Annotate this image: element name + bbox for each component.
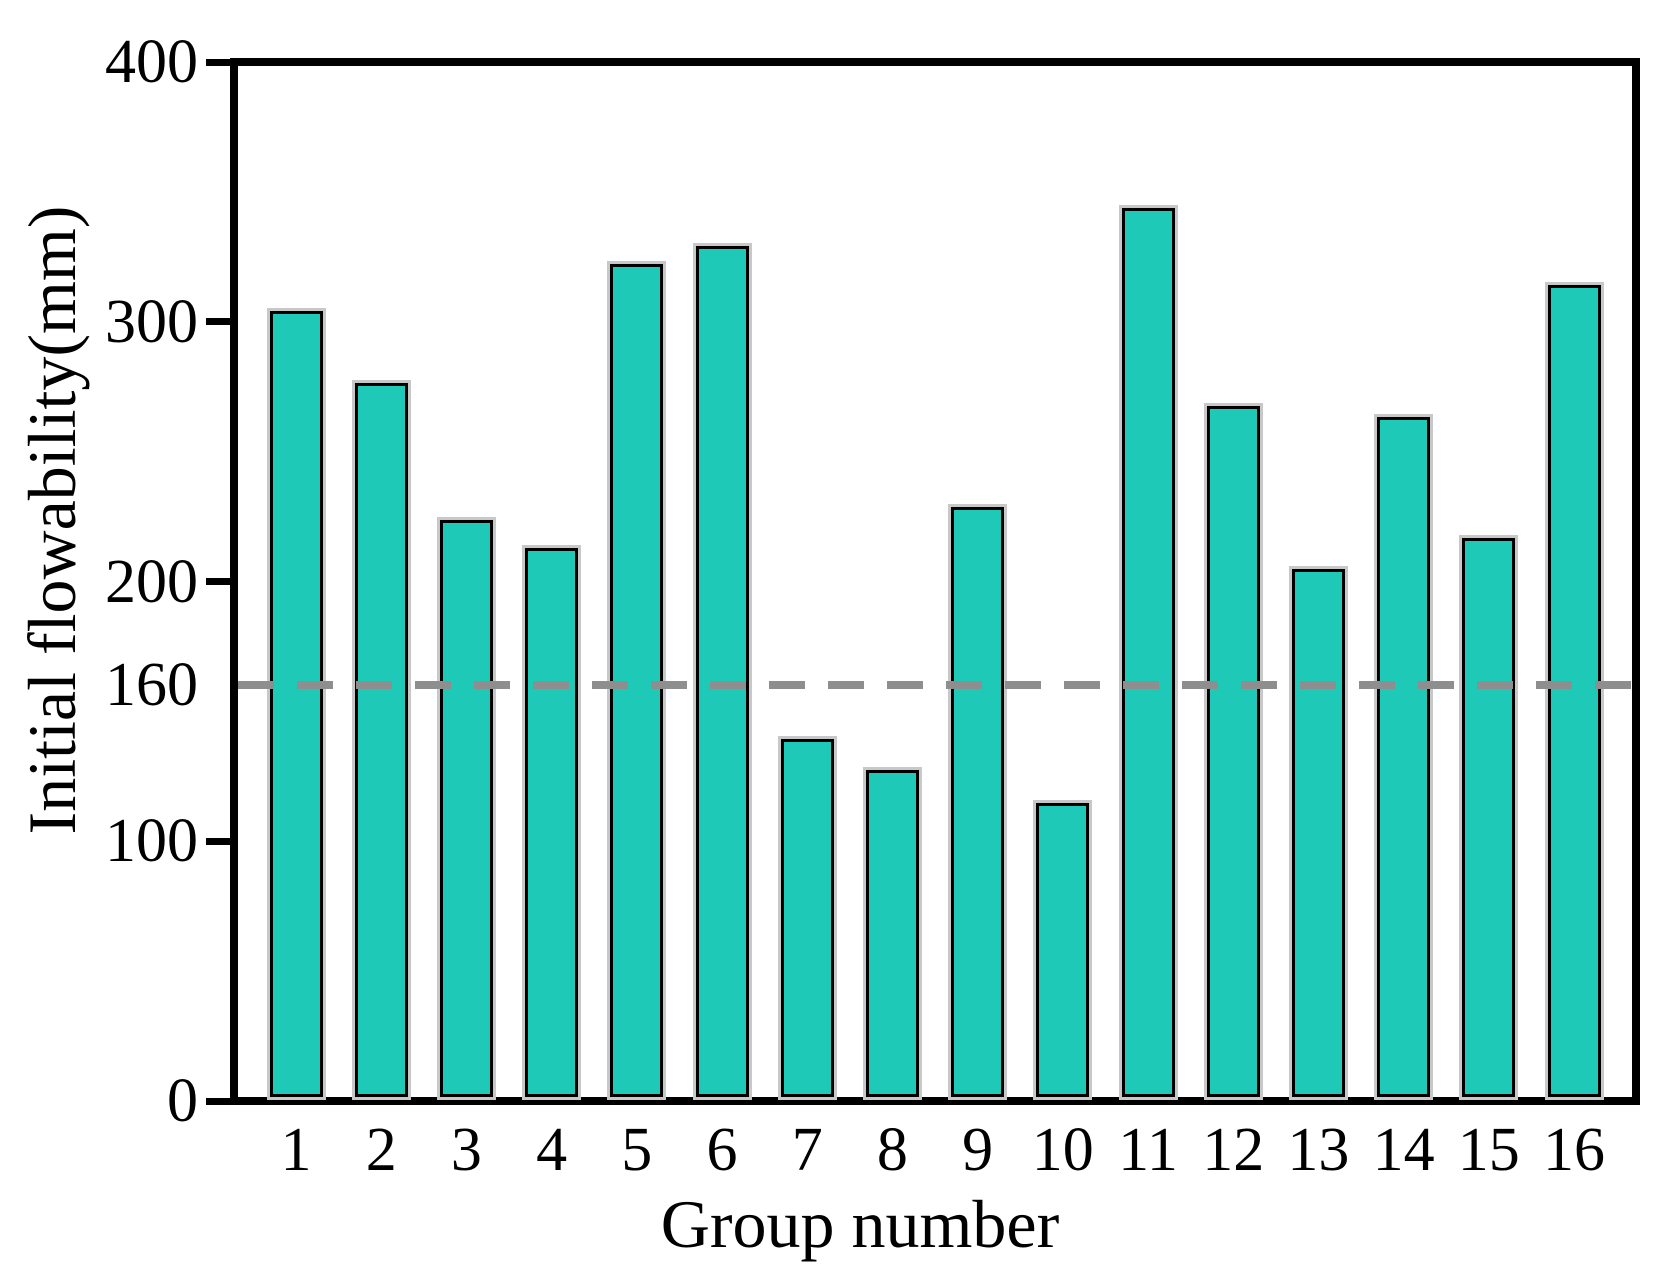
bar-group-3 xyxy=(436,517,496,1100)
bar-group-8 xyxy=(862,767,922,1100)
x-tick-label-13: 13 xyxy=(1287,1116,1350,1184)
bar-group-12 xyxy=(1203,403,1263,1100)
x-tick-label-9: 9 xyxy=(962,1116,994,1184)
x-tick-label-3: 3 xyxy=(450,1116,482,1184)
x-tick-label-4: 4 xyxy=(536,1116,568,1184)
x-tick-label-2: 2 xyxy=(365,1116,397,1184)
bar-group-7 xyxy=(777,736,837,1100)
bar-group-5 xyxy=(607,261,667,1100)
x-tick-label-16: 16 xyxy=(1543,1116,1605,1184)
x-tick-label-8: 8 xyxy=(876,1116,908,1184)
x-tick-label-15: 15 xyxy=(1457,1116,1520,1184)
x-axis-title: Group number xyxy=(660,1186,1060,1262)
x-tick-label-11: 11 xyxy=(1118,1116,1178,1184)
y-tick-300 xyxy=(206,318,230,326)
y-tick-100 xyxy=(206,837,230,845)
y-tick-label-400: 400 xyxy=(105,28,198,96)
y-tick-label-100: 100 xyxy=(105,807,198,876)
bar-group-1 xyxy=(266,308,326,1100)
bars-layer xyxy=(238,66,1632,1100)
bar-group-6 xyxy=(692,243,752,1100)
bar-group-10 xyxy=(1033,800,1093,1100)
x-tick-label-14: 14 xyxy=(1372,1116,1435,1184)
bar-group-16 xyxy=(1544,282,1604,1100)
y-tick-label-0: 0 xyxy=(167,1067,198,1135)
x-tick-label-12: 12 xyxy=(1202,1116,1265,1184)
x-tick-label-5: 5 xyxy=(621,1116,653,1184)
x-tick-label-6: 6 xyxy=(706,1116,738,1184)
y-tick-0 xyxy=(206,1097,230,1105)
reference-line-160 xyxy=(238,681,1632,689)
y-tick-label-160: 160 xyxy=(105,651,198,720)
bar-group-15 xyxy=(1459,535,1519,1100)
bar-group-2 xyxy=(351,380,411,1100)
x-tick-label-10: 10 xyxy=(1031,1116,1094,1184)
y-tick-200 xyxy=(206,578,230,585)
plot-area xyxy=(230,58,1640,1105)
x-tick-label-7: 7 xyxy=(791,1116,823,1184)
bar-group-11 xyxy=(1118,205,1178,1100)
bar-group-9 xyxy=(948,504,1008,1100)
bar-group-4 xyxy=(522,545,582,1100)
y-tick-label-300: 300 xyxy=(105,287,198,356)
y-tick-label-200: 200 xyxy=(105,547,198,616)
x-tick-label-1: 1 xyxy=(280,1116,312,1184)
bar-group-14 xyxy=(1374,414,1434,1100)
y-axis-title: Initial flowability(mm) xyxy=(14,205,90,835)
bar-group-13 xyxy=(1288,566,1348,1100)
y-tick-400 xyxy=(206,58,230,66)
